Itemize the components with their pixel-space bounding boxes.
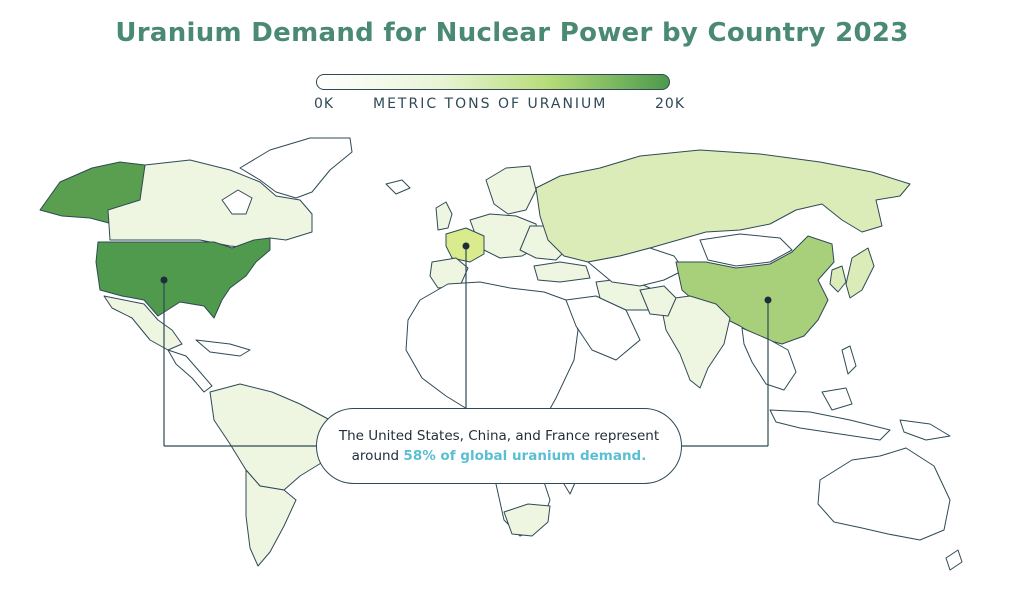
- legend-max-label: 20K: [655, 96, 685, 112]
- callout-line2: around 58% of global uranium demand.: [352, 446, 647, 466]
- region-south-africa: [503, 503, 551, 537]
- region-south-america-south: [245, 469, 297, 567]
- legend-caption: METRIC TONS OF URANIUM: [373, 96, 608, 112]
- region-south-america-north: [209, 383, 337, 491]
- region-united-kingdom: [435, 201, 453, 231]
- region-scandinavia: [485, 165, 537, 215]
- region-pakistan: [639, 285, 677, 317]
- map-title: Uranium Demand for Nuclear Power by Coun…: [115, 18, 909, 48]
- region-greenland: [239, 137, 353, 199]
- region-indonesia: [769, 409, 891, 441]
- region-central-america: [167, 349, 213, 393]
- region-india: [659, 295, 731, 389]
- region-united-states: [95, 237, 271, 319]
- region-mexico: [103, 295, 183, 351]
- region-australia: [817, 447, 951, 541]
- region-caribbean: [195, 339, 251, 357]
- marker-usa: [160, 276, 168, 284]
- region-hudson-bay: [221, 189, 253, 215]
- region-new-guinea: [899, 419, 951, 441]
- region-korea: [829, 265, 847, 293]
- marker-china: [764, 296, 772, 304]
- marker-france: [462, 242, 470, 250]
- region-southeast-asia: [741, 327, 797, 391]
- callout-box: The United States, China, and France rep…: [316, 408, 682, 484]
- callout-line1: The United States, China, and France rep…: [338, 428, 660, 444]
- region-turkey: [533, 261, 591, 283]
- region-new-zealand: [945, 549, 963, 571]
- legend-min-label: 0K: [314, 96, 335, 112]
- region-iceland: [385, 179, 411, 195]
- callout-highlight: 58% of global uranium demand.: [403, 448, 647, 464]
- callout-connectors: [163, 246, 769, 447]
- region-borneo: [821, 387, 853, 411]
- legend-color-scale: [316, 74, 670, 90]
- region-mongolia: [699, 233, 793, 267]
- region-canada: [107, 159, 313, 249]
- region-japan: [845, 247, 875, 299]
- region-philippines: [841, 345, 857, 375]
- callout-line2-prefix: around: [351, 448, 404, 464]
